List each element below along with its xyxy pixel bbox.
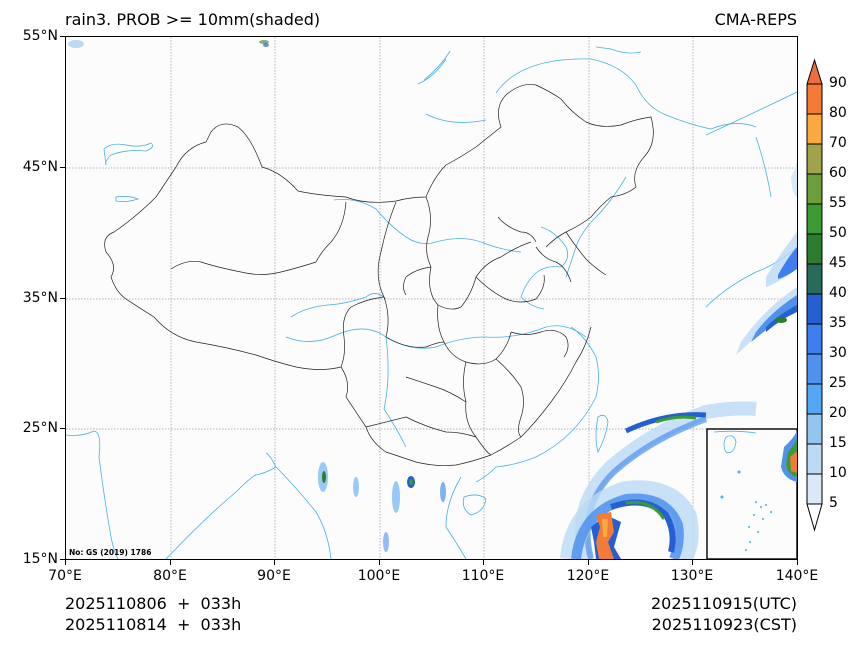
gridlines [66,37,797,559]
tick-mark [65,560,66,565]
province-borders [104,84,654,466]
colorbar-label: 50 [829,225,847,241]
coastlines [66,46,797,559]
model-name: CMA-REPS [714,10,797,29]
colorbar-label: 45 [829,255,847,271]
lon-tick-140: 140°E [775,568,819,584]
lat-tick-55: 55°N [22,28,58,44]
lat-tick-15: 15°N [22,551,58,567]
colorbar-label: 70 [829,135,847,151]
south-china-sea-inset [706,428,797,559]
lon-tick-70: 70°E [48,568,82,584]
colorbar-label: 20 [829,405,847,421]
lon-tick-110: 110°E [461,568,505,584]
colorbar [806,58,823,537]
colorbar-segments [806,83,823,505]
colorbar-label: 55 [829,195,847,211]
lon-tick-130: 130°E [670,568,714,584]
init-time-cst: 2025110814 + 033h [65,615,242,634]
lat-tick-35: 35°N [22,290,58,306]
lon-tick-120: 120°E [566,568,610,584]
precip-shading [68,40,797,559]
colorbar-label: 35 [829,315,847,331]
valid-time-utc: 2025110915(UTC) [651,594,797,613]
east-rainband [736,157,797,355]
colorbar-label: 40 [829,285,847,301]
colorbar-label: 80 [829,105,847,121]
map-approval-number: No: GS (2019) 1786 [69,548,152,557]
tick-mark [60,428,65,429]
tick-mark [797,560,798,565]
lat-tick-45: 45°N [22,159,58,175]
colorbar-label: 90 [829,75,847,91]
colorbar-label: 15 [829,435,847,451]
colorbar-label: 10 [829,465,847,481]
tick-mark [588,560,589,565]
init-time-utc: 2025110806 + 033h [65,594,242,613]
map-canvas [66,37,797,559]
lat-tick-25: 25°N [22,420,58,436]
tick-mark [379,560,380,565]
map-plot-area: No: GS (2019) 1786 [65,36,798,560]
lon-tick-90: 90°E [257,568,291,584]
tick-mark [274,560,275,565]
colorbar-label: 5 [829,495,838,511]
tick-mark [170,560,171,565]
valid-time-cst: 2025110923(CST) [651,615,797,634]
tick-mark [483,560,484,565]
tick-mark [692,560,693,565]
tick-mark [60,36,65,37]
colorbar-label: 30 [829,345,847,361]
tick-mark [60,167,65,168]
colorbar-label: 25 [829,375,847,391]
colorbar-graphic [806,58,823,532]
lon-tick-80: 80°E [153,568,187,584]
colorbar-label: 60 [829,165,847,181]
chart-title: rain3. PROB >= 10mm(shaded) [65,10,321,29]
tick-mark [60,298,65,299]
tick-mark [60,559,65,560]
typhoon-rainbands [560,401,768,559]
lon-tick-100: 100°E [357,568,401,584]
